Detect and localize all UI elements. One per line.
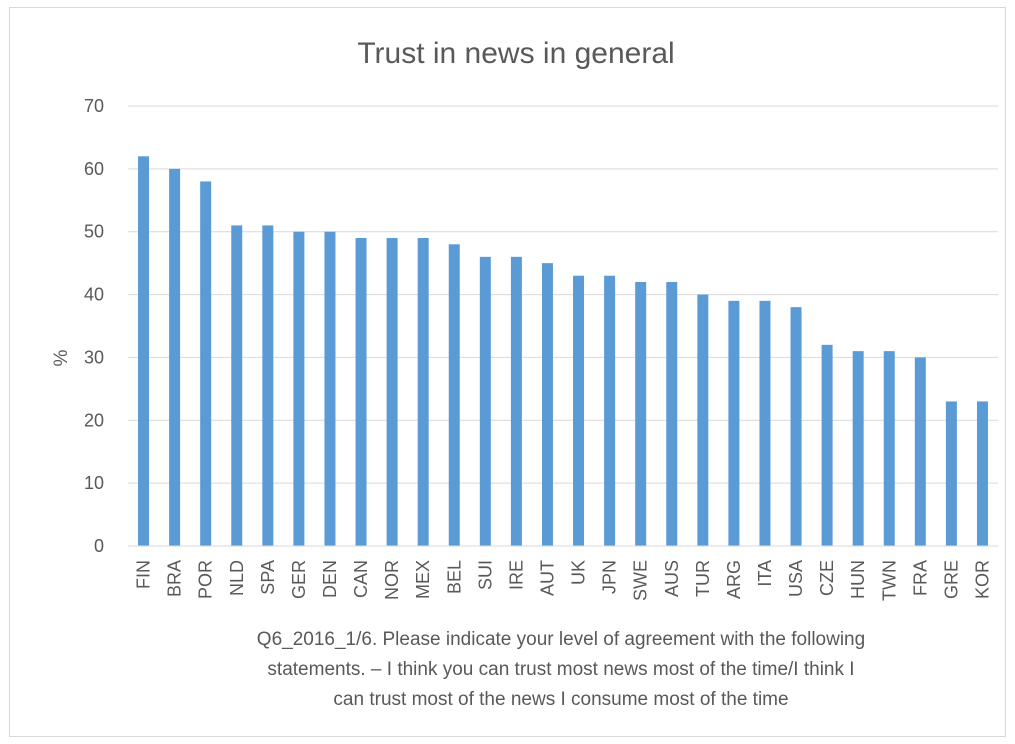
bar-jpn <box>604 275 616 546</box>
x-tick-label-arg: ARG <box>724 560 744 599</box>
chart-title: Trust in news in general <box>357 37 674 70</box>
x-tick-label-bel: BEL <box>444 560 464 594</box>
bar-cze <box>821 344 833 546</box>
x-axis-label: Q6_2016_1/6. Please indicate your level … <box>257 629 865 710</box>
y-tick-label: 20 <box>84 410 104 430</box>
x-tick-label-aut: AUT <box>537 560 557 596</box>
bar-den <box>324 231 336 546</box>
bar-hun <box>852 351 864 546</box>
bar-swe <box>635 282 647 546</box>
bar-usa <box>790 307 802 546</box>
bar-ire <box>510 256 522 546</box>
bar-twn <box>883 351 895 546</box>
x-tick-label-kor: KOR <box>972 560 992 599</box>
x-tick-label-jpn: JPN <box>600 560 620 594</box>
bar-fra <box>914 357 926 546</box>
x-tick-label-fin: FIN <box>134 560 154 589</box>
bar-nor <box>386 238 398 546</box>
x-axis-label-line-1: Q6_2016_1/6. Please indicate your level … <box>257 629 865 650</box>
x-tick-label-tur: TUR <box>693 560 713 597</box>
bar-sui <box>479 256 491 546</box>
bar-ger <box>293 231 305 546</box>
bar-bel <box>448 244 460 547</box>
bar-bra <box>169 168 181 546</box>
bar-spa <box>262 225 274 546</box>
x-tick-label-spa: SPA <box>258 560 278 595</box>
y-tick-label: 50 <box>84 222 104 242</box>
bar-ita <box>759 300 771 546</box>
bar-uk <box>573 275 585 546</box>
x-tick-label-por: POR <box>196 560 216 599</box>
bars <box>138 156 988 547</box>
x-tick-label-den: DEN <box>320 560 340 598</box>
bar-arg <box>728 300 740 546</box>
x-tick-label-sui: SUI <box>475 560 495 590</box>
x-axis-label-line-3: can trust most of the news I consume mos… <box>333 689 788 710</box>
x-tick-label-nor: NOR <box>382 560 402 600</box>
bar-nld <box>231 225 243 546</box>
bar-fin <box>138 156 150 547</box>
x-tick-label-swe: SWE <box>631 560 651 601</box>
bar-can <box>355 238 367 546</box>
bar-mex <box>417 238 429 546</box>
x-tick-label-bra: BRA <box>165 560 185 597</box>
y-tick-label: 40 <box>84 285 104 305</box>
x-tick-label-ire: IRE <box>506 560 526 590</box>
x-tick-label-cze: CZE <box>817 560 837 596</box>
y-tick-label: 70 <box>84 96 104 116</box>
x-axis-ticks: FIN BRA POR NLD SPA GER DEN CAN NOR MEX BEL SUI IRE A… <box>134 560 993 601</box>
x-tick-label-can: CAN <box>351 560 371 598</box>
y-tick-label: 60 <box>84 159 104 179</box>
x-tick-label-hun: HUN <box>848 560 868 599</box>
y-tick-label: 0 <box>94 536 104 556</box>
x-tick-label-usa: USA <box>786 560 806 597</box>
x-tick-label-ita: ITA <box>755 560 775 587</box>
x-tick-label-nld: NLD <box>227 560 247 596</box>
x-axis-label-line-2: statements. – I think you can trust most… <box>267 659 854 680</box>
bar-por <box>200 181 212 546</box>
bar-kor <box>976 401 988 546</box>
y-tick-label: 10 <box>84 473 104 493</box>
x-tick-label-uk: UK <box>569 560 589 585</box>
x-tick-label-fra: FRA <box>910 560 930 596</box>
y-tick-label: 30 <box>84 347 104 367</box>
bar-aus <box>666 282 678 546</box>
x-tick-label-gre: GRE <box>941 560 961 599</box>
x-tick-label-mex: MEX <box>413 560 433 599</box>
x-tick-label-ger: GER <box>289 560 309 599</box>
bar-tur <box>697 294 709 546</box>
bar-gre <box>945 401 957 546</box>
x-tick-label-twn: TWN <box>879 560 899 601</box>
y-axis-label: % <box>51 349 72 366</box>
bar-aut <box>541 263 553 546</box>
gridlines <box>128 105 998 484</box>
x-tick-label-aus: AUS <box>662 560 682 597</box>
y-axis-ticks: 0 10 20 30 40 50 60 70 <box>84 96 104 556</box>
